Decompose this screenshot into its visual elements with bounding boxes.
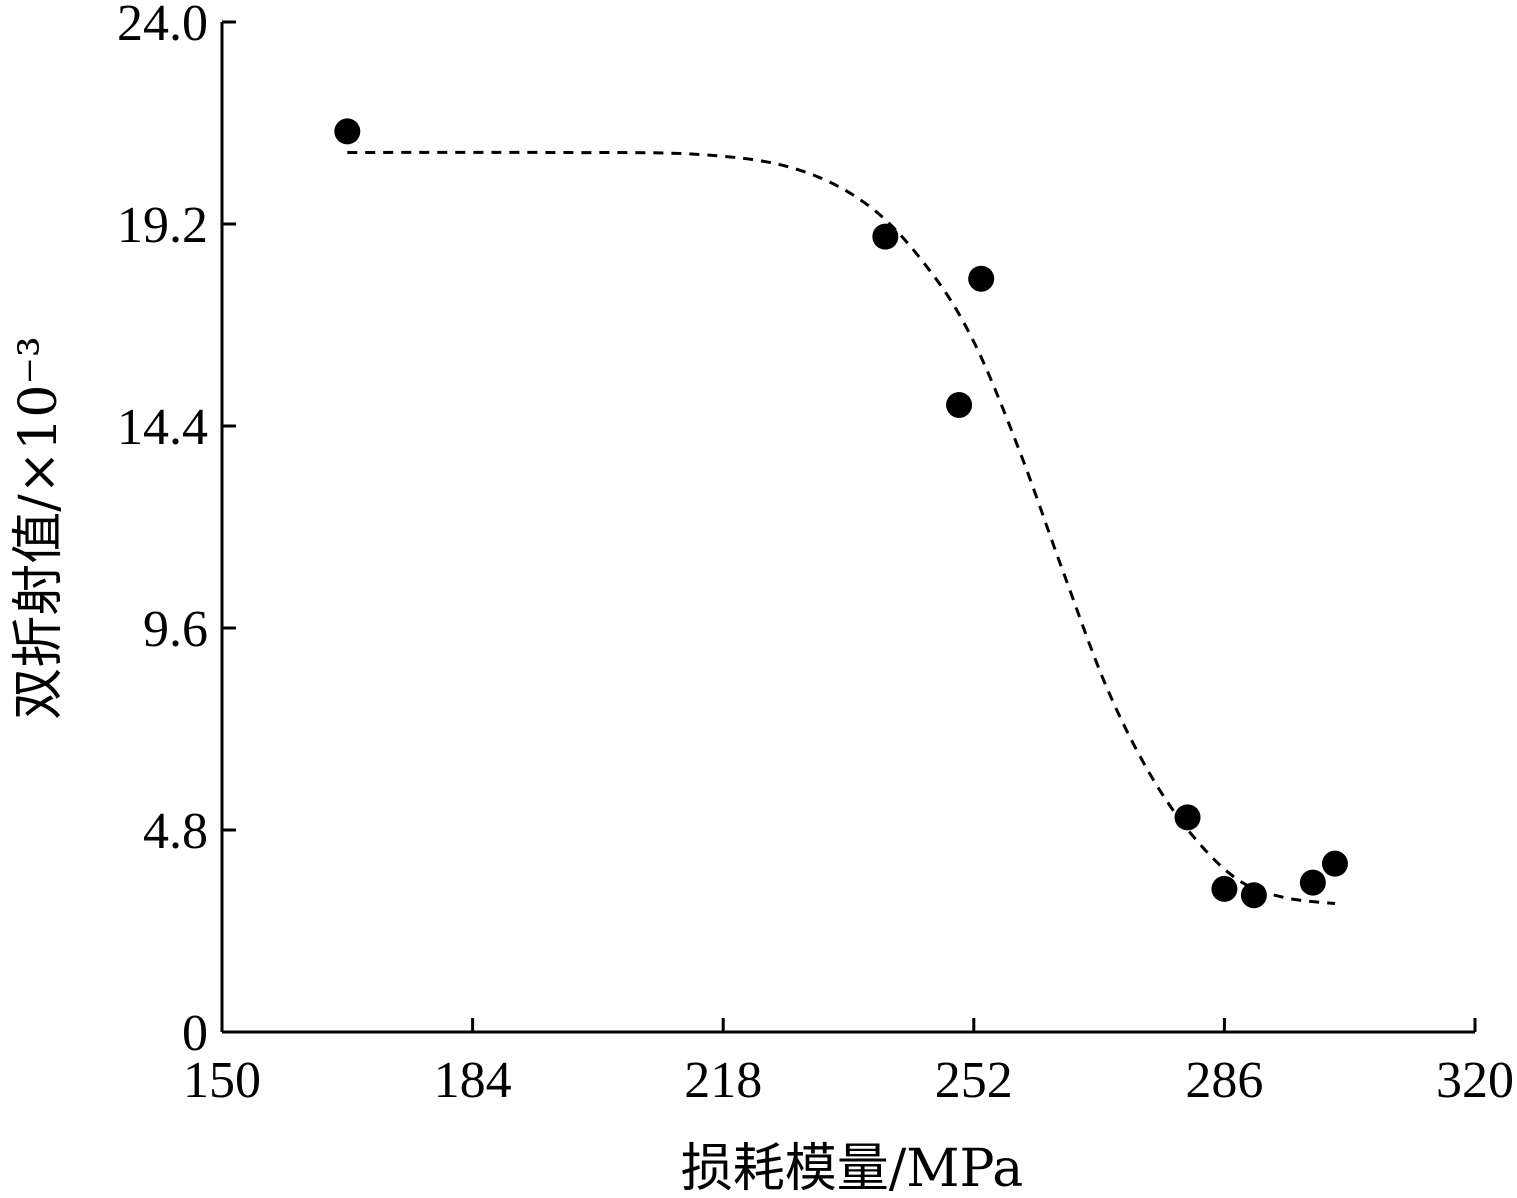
x-tick-label: 286 xyxy=(1185,1052,1263,1109)
y-tick-label: 24.0 xyxy=(117,0,208,52)
ticks: 150 184 218 252 286 320 0 4.8 9.6 14.4 19.2 24.0 xyxy=(117,0,1514,1109)
axes xyxy=(220,22,1475,1034)
points-group xyxy=(334,118,1348,909)
trendline-group xyxy=(347,150,1336,906)
y-axis-title: 双折射值/×10⁻³ xyxy=(9,336,69,720)
y-tick-label: 19.2 xyxy=(117,197,208,254)
data-point xyxy=(334,118,361,145)
y-tick-label: 9.6 xyxy=(143,601,208,658)
x-tick-label: 252 xyxy=(935,1052,1013,1109)
data-point xyxy=(946,391,973,418)
data-point xyxy=(1174,804,1201,831)
data-point xyxy=(1240,882,1267,909)
data-point xyxy=(1321,850,1348,877)
data-point xyxy=(1211,875,1238,902)
y-tick-label: 14.4 xyxy=(117,399,208,456)
trendline xyxy=(347,150,1336,906)
data-point xyxy=(872,223,899,250)
x-axis-title: 损耗模量/MPa xyxy=(681,1139,1023,1198)
y-tick-label: 0 xyxy=(182,1005,208,1062)
x-tick-label: 218 xyxy=(684,1052,762,1109)
data-point xyxy=(968,265,995,292)
x-tick-label: 150 xyxy=(183,1052,261,1109)
x-tick-label: 320 xyxy=(1436,1052,1514,1109)
y-tick-label: 4.8 xyxy=(143,803,208,860)
x-tick-label: 184 xyxy=(434,1052,512,1109)
data-point xyxy=(1299,869,1326,896)
